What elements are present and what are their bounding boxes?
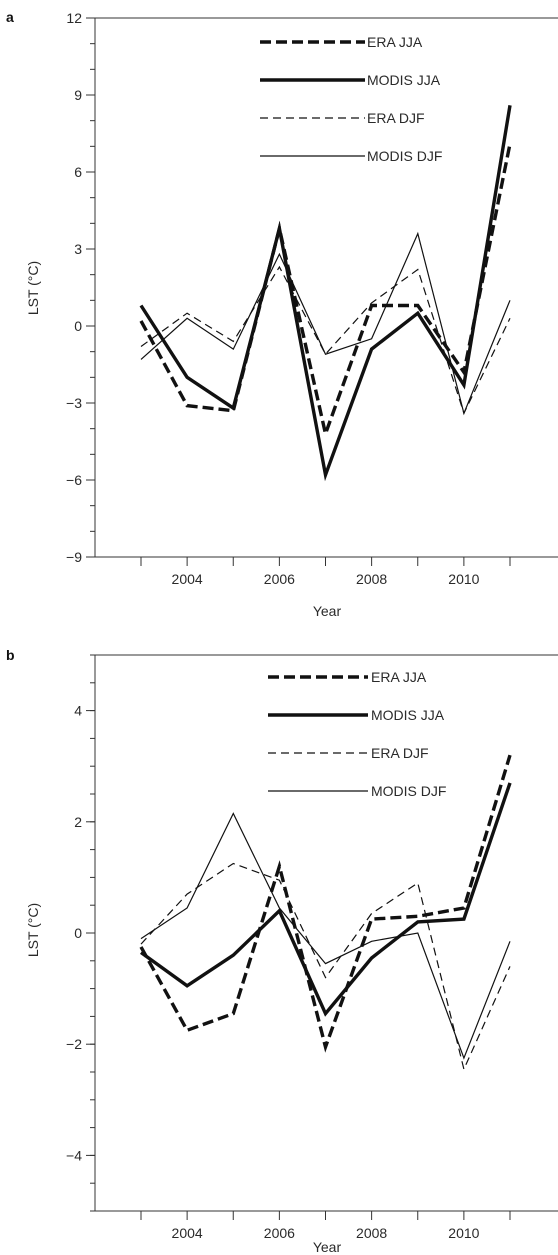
x-tick-label: 2004: [172, 1225, 203, 1241]
y-tick-label: −9: [66, 549, 82, 565]
panel-a-x-ticks: 2004 2006 2008 2010: [140, 557, 511, 587]
y-tick-label: 9: [74, 87, 82, 103]
y-tick-label: 12: [66, 10, 82, 26]
panel-a-y-axis-title: LST (°C): [25, 261, 41, 315]
panel-b-y-axis-title: LST (°C): [25, 903, 41, 957]
x-tick-label: 2010: [448, 1225, 479, 1241]
x-tick-label: 2008: [356, 571, 387, 587]
y-tick-label: −6: [66, 472, 82, 488]
panel-a-legend: ERA JJA MODIS JJA ERA DJF MODIS DJF: [260, 34, 442, 164]
panel-b-x-axis-title: Year: [313, 1239, 342, 1255]
legend-label: ERA DJF: [367, 110, 425, 126]
legend-label: ERA DJF: [371, 745, 429, 761]
x-tick-label: 2010: [448, 571, 479, 587]
x-tick-label: 2008: [356, 1225, 387, 1241]
panel-a-series: [139, 105, 512, 482]
y-tick-label: 4: [74, 703, 82, 719]
x-tick-label: 2006: [264, 571, 295, 587]
panel-a: a −9 −6 −3 0 3 6 9 12 2004 2006 2008 2010 ERA JJA M…: [6, 9, 558, 619]
series-line-era-jja: [139, 143, 512, 440]
series-line-era-djf: [140, 862, 511, 1072]
legend-label: MODIS JJA: [371, 707, 445, 723]
panel-a-letter: a: [6, 9, 14, 25]
y-tick-label: 0: [74, 318, 82, 334]
y-tick-label: 0: [74, 925, 82, 941]
y-tick-label: 3: [74, 241, 82, 257]
series-line-modis-jja: [139, 105, 512, 482]
series-line-modis-djf: [140, 812, 511, 1060]
y-tick-label: −3: [66, 395, 82, 411]
legend-label: MODIS DJF: [367, 148, 442, 164]
legend-label: ERA JJA: [371, 669, 427, 685]
y-tick-label: −2: [66, 1036, 82, 1052]
y-tick-label: 6: [74, 164, 82, 180]
series-line-era-djf: [140, 265, 511, 415]
series-line-modis-djf: [140, 231, 511, 416]
series-line-modis-jja: [140, 782, 512, 1017]
panel-b-series: [139, 754, 512, 1072]
y-tick-label: −4: [66, 1147, 82, 1163]
series-line-era-jja: [139, 754, 512, 1053]
panel-b-legend: ERA JJA MODIS JJA ERA DJF MODIS DJF: [268, 669, 446, 799]
panel-b-y-ticks: −4 −2 0 2 4: [66, 654, 95, 1212]
x-tick-label: 2006: [264, 1225, 295, 1241]
panel-b-letter: b: [6, 647, 15, 663]
panel-a-x-axis-title: Year: [313, 603, 342, 619]
y-tick-label: 2: [74, 814, 82, 830]
legend-label: MODIS DJF: [371, 783, 446, 799]
x-tick-label: 2004: [172, 571, 203, 587]
legend-label: ERA JJA: [367, 34, 423, 50]
panel-b-x-ticks: 2004 2006 2008 2010: [140, 1211, 511, 1241]
legend-label: MODIS JJA: [367, 72, 441, 88]
panel-a-y-ticks: −9 −6 −3 0 3 6 9 12: [66, 10, 95, 565]
panel-b: b −4 −2 0 2 4 2004 2006 2008 2010 ERA JJA MODIS …: [6, 647, 558, 1255]
